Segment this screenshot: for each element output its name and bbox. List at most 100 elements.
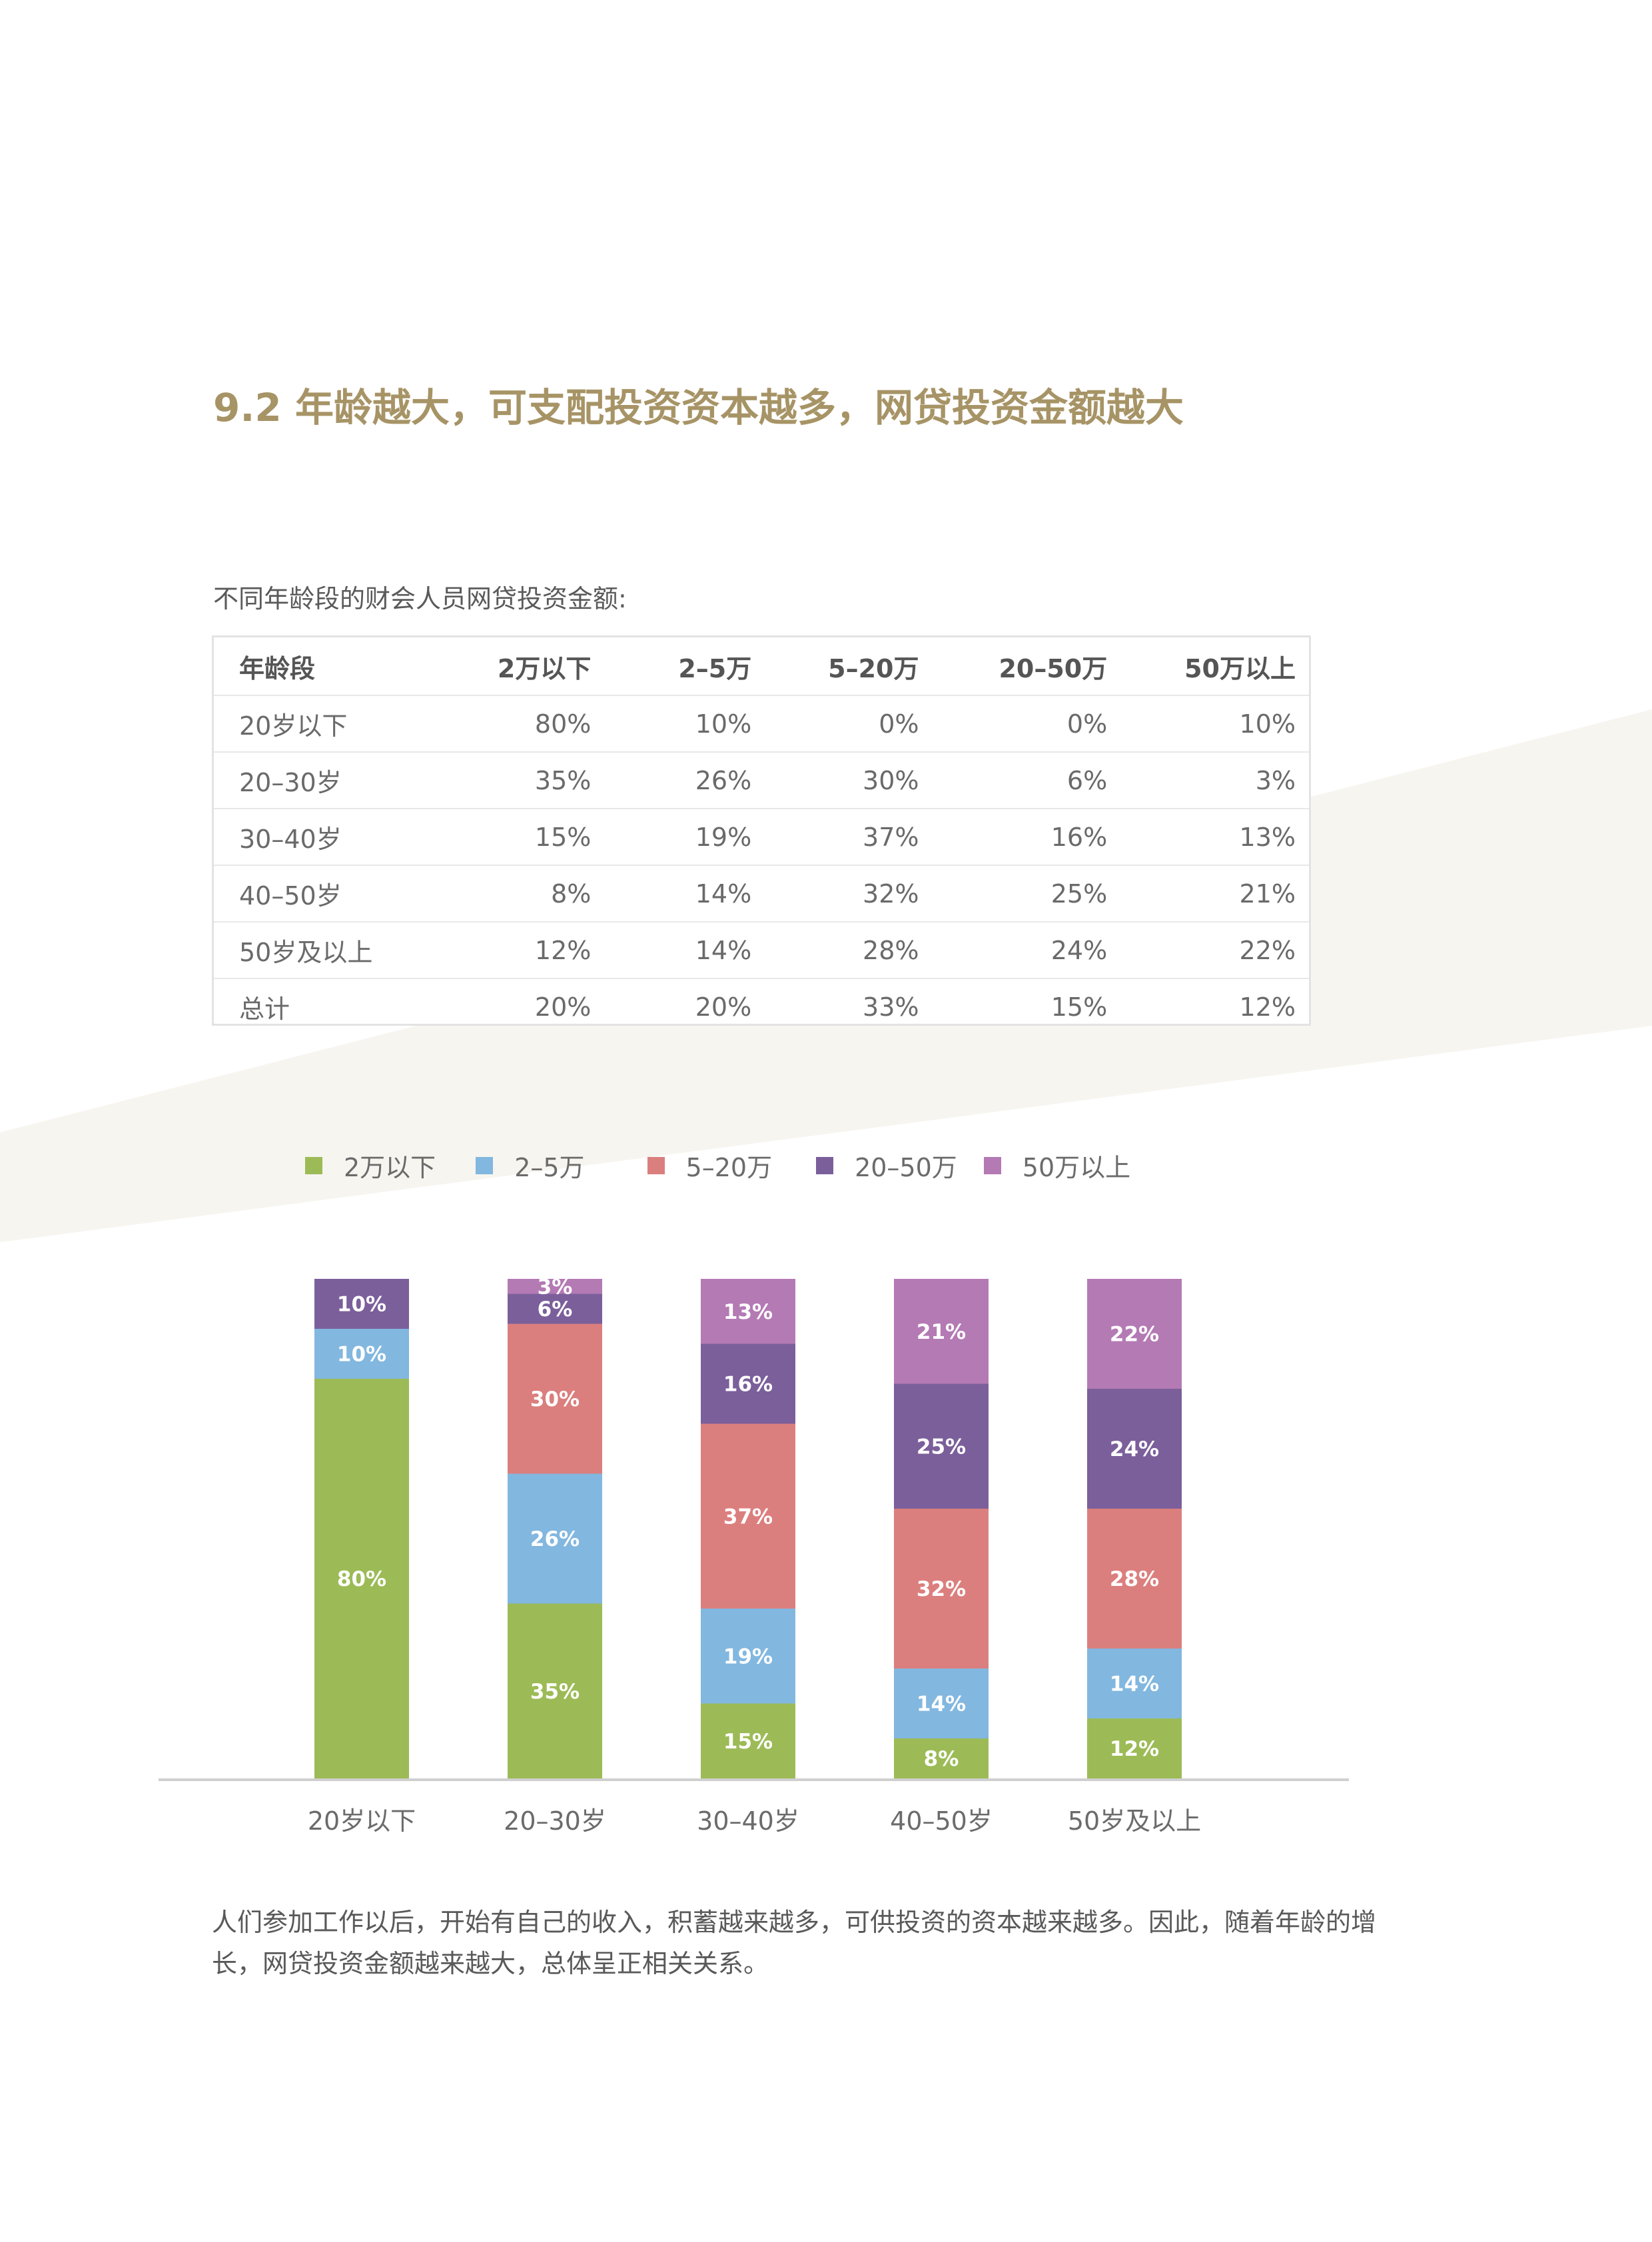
x-tick-label: 20–30岁 — [504, 1806, 606, 1836]
data-table: 年龄段 2万以下 2–5万 5–20万 20–50万 50万以上 20岁以下 8… — [212, 635, 1311, 1034]
table-cell: 19% — [604, 808, 765, 865]
bar-segment — [1087, 1509, 1182, 1649]
bar-segment — [508, 1323, 602, 1474]
table-cell: 28% — [765, 921, 933, 978]
chart-legend: 2万以下 2–5万 5–20万 20–50万 50万以上 — [305, 1147, 1130, 1184]
data-label: 28% — [1110, 1567, 1159, 1591]
table-cell: 14% — [604, 921, 765, 978]
bar-segment — [314, 1379, 409, 1778]
legend-label: 2万以下 — [344, 1153, 436, 1182]
body-paragraph: 人们参加工作以后，开始有自己的收入，积蓄越来越多，可供投资的资本越来越多。因此，… — [212, 1908, 1377, 1978]
table-cell: 6% — [932, 751, 1121, 809]
bar-segment — [701, 1703, 795, 1778]
bar-segment — [1087, 1718, 1182, 1778]
legend-label: 2–5万 — [514, 1153, 585, 1182]
bar-segment — [701, 1343, 795, 1424]
bar-segment — [314, 1329, 409, 1379]
data-label: 12% — [1110, 1737, 1159, 1761]
legend-swatch — [476, 1156, 494, 1174]
header-over-500k: 50万以上 — [1184, 653, 1296, 683]
table-row: 20岁以下 80% 10% 0% 0% 10% — [214, 695, 1309, 752]
data-label: 26% — [530, 1527, 580, 1551]
table-cell: 0% — [932, 695, 1121, 752]
table-cell: 12% — [1120, 978, 1309, 1034]
bar-segment — [1087, 1279, 1182, 1389]
bar-segment — [508, 1603, 602, 1778]
bar-segment — [1087, 1649, 1182, 1718]
data-label: 30% — [530, 1387, 580, 1411]
table-cell: 20–30岁 — [214, 751, 416, 809]
x-tick-label: 20岁以下 — [308, 1806, 416, 1836]
table-cell: 0% — [765, 695, 933, 752]
data-label: 35% — [530, 1680, 580, 1704]
table-cell: 40–50岁 — [214, 865, 416, 922]
x-tick-label: 50岁及以上 — [1068, 1806, 1201, 1836]
data-label: 24% — [1110, 1437, 1159, 1461]
table-cell: 16% — [932, 808, 1121, 865]
stacked-bar-chart: 80% 10% 10% 20岁以下 35% 26% 30% 6%3% 20–30岁 15% 19% 3… — [159, 1275, 1349, 1836]
legend-item-50k-200k: 5–20万 — [647, 1147, 773, 1184]
data-label: 10% — [337, 1293, 386, 1317]
data-label: 19% — [723, 1645, 773, 1669]
table-header-row: 年龄段 2万以下 2–5万 5–20万 20–50万 50万以上 — [214, 637, 1309, 695]
bar-segment — [314, 1279, 409, 1329]
table-cell: 25% — [932, 865, 1121, 922]
legend-item-over-500k: 50万以上 — [983, 1147, 1131, 1184]
data-label: 10% — [337, 1343, 386, 1367]
header-20k-50k: 2–5万 — [678, 653, 752, 683]
table-cell: 13% — [1120, 808, 1309, 865]
table-cell: 20% — [604, 978, 765, 1034]
data-label: 37% — [723, 1505, 773, 1529]
data-label: 15% — [723, 1730, 773, 1754]
bar-segment — [894, 1509, 989, 1669]
data-label: 25% — [917, 1435, 966, 1459]
x-tick-label: 30–40岁 — [697, 1806, 799, 1836]
bar-segment — [701, 1423, 795, 1609]
x-tick-label: 40–50岁 — [890, 1806, 993, 1836]
table-cell: 22% — [1120, 921, 1309, 978]
bar-segment — [894, 1669, 989, 1738]
table-cell: 10% — [1120, 695, 1309, 752]
table-cell: 10% — [604, 695, 765, 752]
bar-segment — [1087, 1389, 1182, 1509]
legend-item-200k-500k: 20–50万 — [816, 1147, 957, 1184]
legend-swatch — [305, 1156, 322, 1174]
data-label: 21% — [917, 1320, 966, 1344]
data-label: 6% — [538, 1298, 573, 1321]
table-row: 40–50岁 8% 14% 32% 25% 21% — [214, 865, 1309, 922]
table-cell: 20岁以下 — [214, 695, 416, 752]
table-cell: 33% — [765, 978, 933, 1034]
table-row: 50岁及以上 12% 14% 28% 24% 22% — [214, 921, 1309, 978]
header-200k-500k: 20–50万 — [999, 653, 1108, 683]
header-50k-200k: 5–20万 — [828, 653, 919, 683]
bar-segment — [701, 1279, 795, 1344]
bar-segment — [894, 1383, 989, 1509]
legend-item-20k-50k: 2–5万 — [476, 1147, 585, 1184]
section-heading: 9.2 年龄越大，可支配投资资本越多，网贷投资金额越大 — [213, 385, 1184, 430]
table-row-total: 总计 20% 20% 33% 15% 12% — [214, 978, 1309, 1034]
table-cell: 24% — [932, 921, 1121, 978]
legend-swatch — [647, 1156, 665, 1174]
data-label: 3% — [538, 1275, 573, 1299]
legend-swatch — [816, 1156, 834, 1174]
legend-label: 20–50万 — [855, 1153, 957, 1182]
table-cell: 30–40岁 — [214, 808, 416, 865]
data-label: 8% — [924, 1747, 959, 1771]
table-cell: 总计 — [214, 978, 416, 1034]
legend-label: 5–20万 — [685, 1153, 773, 1182]
table-cell: 32% — [765, 865, 933, 922]
table-cell: 15% — [932, 978, 1121, 1034]
legend-label: 50万以上 — [1022, 1153, 1131, 1182]
legend-swatch — [983, 1156, 1001, 1174]
table-cell: 20% — [416, 978, 605, 1034]
table-row: 30–40岁 15% 19% 37% 16% 13% — [214, 808, 1309, 865]
header-age-group: 年龄段 — [239, 653, 316, 683]
table-cell: 21% — [1120, 865, 1309, 922]
header-under-20k: 2万以下 — [497, 653, 592, 683]
table-cell: 30% — [765, 751, 933, 809]
table-cell: 50岁及以上 — [214, 921, 416, 978]
bar-segment — [894, 1738, 989, 1778]
data-label: 13% — [723, 1300, 773, 1324]
bar-segment — [701, 1609, 795, 1704]
bar-segment — [508, 1294, 602, 1324]
